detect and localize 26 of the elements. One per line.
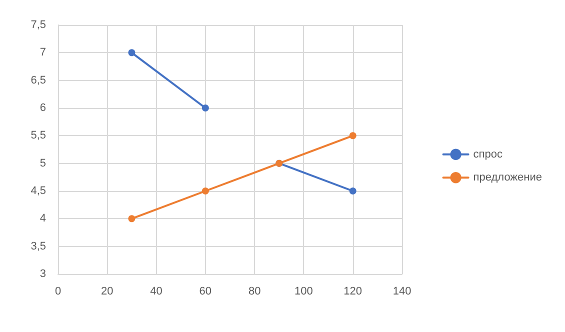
point <box>349 188 356 194</box>
x-tick-label: 140 <box>392 286 412 298</box>
x-tick-label: 120 <box>344 286 362 298</box>
legend-label: предложение <box>473 172 542 184</box>
point <box>202 188 209 194</box>
x-tick-label: 0 <box>54 286 62 298</box>
y-tick-label: 6,5 <box>30 74 46 86</box>
x-tick-label: 40 <box>150 286 162 298</box>
x-tick-label: 60 <box>199 286 212 298</box>
x-tick-label: 80 <box>248 286 261 298</box>
point <box>128 215 136 222</box>
y-tick-label: 5,5 <box>30 130 46 142</box>
y-tick-label: 5 <box>40 157 46 170</box>
point <box>128 49 136 56</box>
y-tick-label: 7,5 <box>30 19 46 31</box>
x-tick-label: 100 <box>294 286 313 298</box>
point <box>202 104 209 112</box>
y-tick-label: 3,5 <box>30 240 46 252</box>
legend-label: спрос <box>473 148 503 160</box>
x-tick-label: 20 <box>101 286 114 298</box>
y-tick-label: 7 <box>40 46 46 59</box>
y-tick-label: 6 <box>40 102 46 114</box>
y-tick-label: 3 <box>40 268 46 280</box>
y-tick-label: 4 <box>40 212 46 225</box>
y-tick-label: 4,5 <box>30 185 46 197</box>
point <box>349 132 356 140</box>
